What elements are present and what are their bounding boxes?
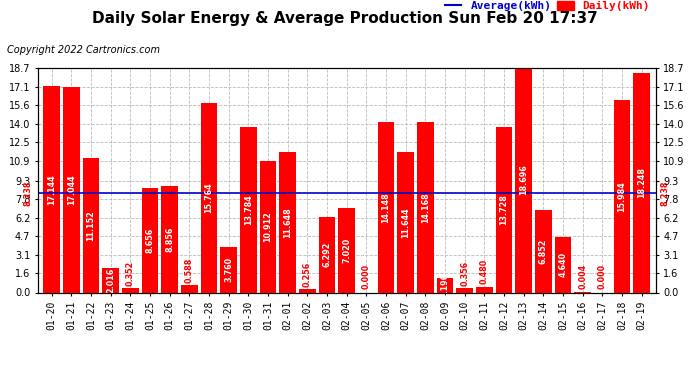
Text: 10.912: 10.912 [264,211,273,242]
Text: Copyright 2022 Cartronics.com: Copyright 2022 Cartronics.com [7,45,160,55]
Text: 13.784: 13.784 [244,194,253,225]
Bar [417,122,434,292]
Bar [259,161,277,292]
Text: 8.238: 8.238 [661,181,670,206]
Text: 17.144: 17.144 [47,174,56,205]
Text: 11.152: 11.152 [86,210,95,241]
Bar [299,290,316,292]
Bar [633,73,650,292]
Text: 17.044: 17.044 [67,175,76,205]
Bar [240,127,257,292]
Text: 4.640: 4.640 [559,252,568,277]
Text: 7.020: 7.020 [342,238,351,263]
Text: 14.148: 14.148 [382,192,391,223]
Text: 0.004: 0.004 [578,264,587,290]
Text: 0.000: 0.000 [598,264,607,290]
Text: 6.292: 6.292 [322,242,332,267]
Bar [515,68,532,292]
Bar [319,217,335,292]
Text: 18.248: 18.248 [638,167,647,198]
Text: 14.168: 14.168 [421,192,430,223]
Bar [456,288,473,292]
Text: 0.256: 0.256 [303,262,312,287]
Text: 8.656: 8.656 [146,228,155,253]
Text: 0.000: 0.000 [362,264,371,290]
Bar [495,128,513,292]
Bar [397,152,414,292]
Bar [613,100,631,292]
Bar [122,288,139,292]
Bar [279,152,296,292]
Legend: Average(kWh), Daily(kWh): Average(kWh), Daily(kWh) [445,1,650,11]
Text: 8.238: 8.238 [23,181,32,206]
Text: 11.648: 11.648 [283,207,293,238]
Text: 18.696: 18.696 [520,165,529,195]
Text: Daily Solar Energy & Average Production Sun Feb 20 17:37: Daily Solar Energy & Average Production … [92,11,598,26]
Text: 3.760: 3.760 [224,257,233,282]
Bar [181,285,198,292]
Text: 15.764: 15.764 [204,182,213,213]
Bar [437,278,453,292]
Text: 2.016: 2.016 [106,268,115,293]
Bar [555,237,571,292]
Bar [161,186,178,292]
Bar [338,208,355,292]
Bar [535,210,552,292]
Text: 0.480: 0.480 [480,259,489,284]
Bar [83,158,99,292]
Bar [476,287,493,292]
Text: 13.728: 13.728 [500,195,509,225]
Text: 15.984: 15.984 [618,181,627,212]
Bar [63,87,80,292]
Text: 8.856: 8.856 [165,226,174,252]
Text: 6.852: 6.852 [539,238,548,264]
Bar [43,86,60,292]
Text: 11.644: 11.644 [401,207,411,238]
Text: 1.196: 1.196 [440,273,450,298]
Bar [377,122,395,292]
Text: 0.356: 0.356 [460,261,469,286]
Bar [201,103,217,292]
Bar [102,268,119,292]
Bar [220,247,237,292]
Text: 0.588: 0.588 [185,258,194,283]
Text: 0.352: 0.352 [126,261,135,286]
Bar [141,188,159,292]
